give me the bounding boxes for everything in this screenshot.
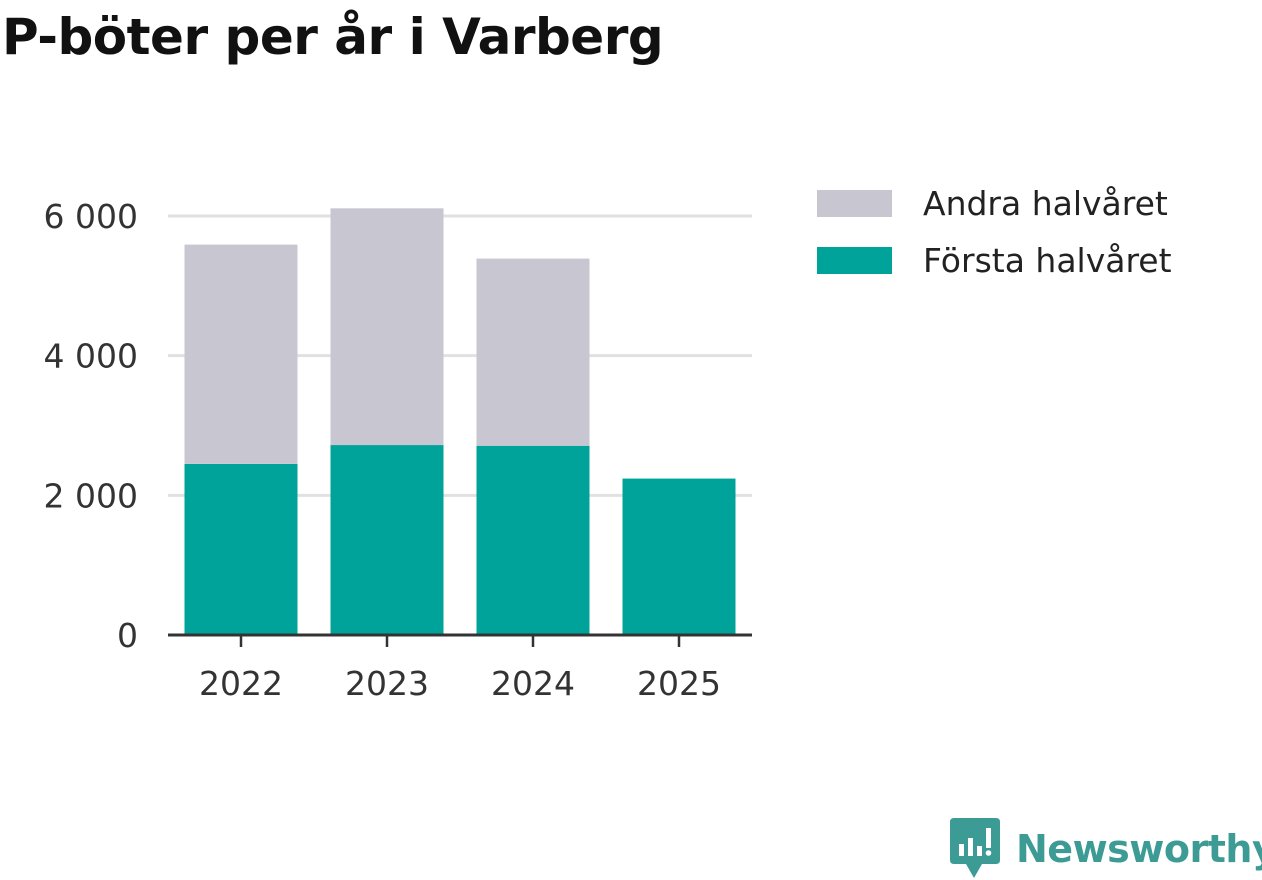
y-tick-label: 6 000	[44, 197, 138, 236]
bar-2024-andra	[476, 258, 590, 446]
bar-2024-forsta	[476, 445, 590, 635]
x-tick-label-2025: 2025	[637, 664, 721, 703]
legend-swatch-forsta	[817, 246, 892, 274]
x-tick-label-2024: 2024	[491, 664, 575, 703]
legend-label-forsta: Första halvåret	[923, 240, 1172, 280]
bar-2023-andra	[330, 208, 444, 446]
legend-item-forsta: Första halvåret	[817, 240, 1172, 280]
brand-name: Newsworthy	[1016, 827, 1262, 871]
chart-title: P-böter per år i Varberg	[2, 8, 664, 66]
y-tick-label: 0	[117, 616, 138, 655]
legend: Andra halvåret Första halvåret	[817, 183, 1172, 297]
legend-label-andra: Andra halvåret	[923, 183, 1168, 223]
newsworthy-logo: Newsworthy	[950, 818, 1262, 880]
bar-2022-forsta	[184, 463, 298, 635]
bar-2023-forsta	[330, 445, 444, 635]
x-tick-label-2023: 2023	[345, 664, 429, 703]
newsworthy-logo-icon	[950, 818, 1000, 878]
bar-2022-andra	[184, 244, 298, 464]
legend-item-andra: Andra halvåret	[817, 183, 1172, 223]
y-tick-label: 2 000	[44, 476, 138, 515]
bar-2025-forsta	[622, 478, 736, 635]
x-tick-label-2022: 2022	[199, 664, 283, 703]
y-tick-label: 4 000	[44, 337, 138, 376]
legend-swatch-andra	[817, 189, 892, 217]
